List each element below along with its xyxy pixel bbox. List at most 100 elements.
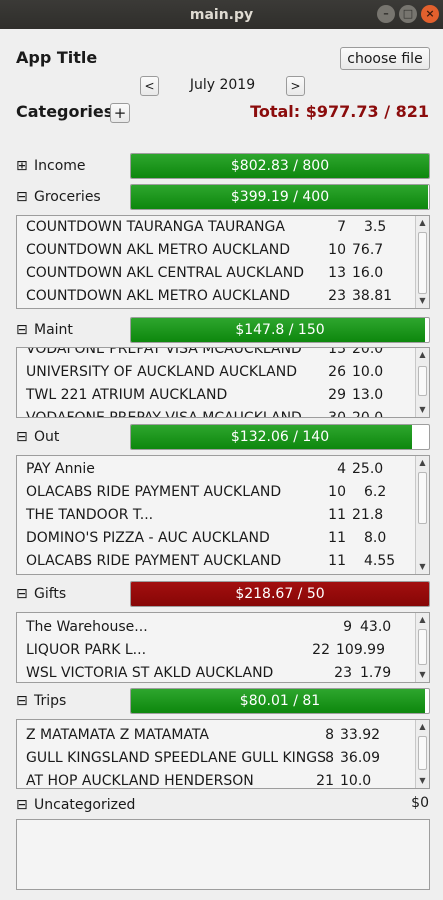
list-item[interactable]: AT HOP AUCKLAND HENDERSON 21 10.0 bbox=[26, 773, 415, 789]
category-out-header[interactable]: ⊟ Out bbox=[16, 426, 59, 448]
scrollbar[interactable]: ▲ ▼ bbox=[415, 720, 429, 788]
scroll-thumb[interactable] bbox=[418, 736, 427, 770]
transaction-description: PAY Annie bbox=[26, 461, 95, 477]
close-icon[interactable]: × bbox=[421, 5, 439, 23]
category-groceries-header[interactable]: ⊟ Groceries bbox=[16, 186, 101, 208]
transaction-day: 23 bbox=[328, 288, 346, 304]
scroll-up-icon[interactable]: ▲ bbox=[419, 458, 426, 467]
list-item[interactable]: COUNTDOWN AKL CENTRAL AUCKLAND 13 16.0 bbox=[26, 265, 415, 288]
list-item[interactable]: VODAFONE PREPAY VISA MCAUCKLAND 13 20.0 bbox=[26, 347, 415, 364]
transaction-amount: 13.0 bbox=[352, 387, 384, 403]
scrollbar[interactable]: ▲ ▼ bbox=[415, 613, 429, 682]
transaction-day: 22 bbox=[312, 642, 330, 658]
transaction-amount: 38.81 bbox=[352, 288, 393, 304]
scroll-down-icon[interactable]: ▼ bbox=[419, 670, 426, 679]
scroll-down-icon[interactable]: ▼ bbox=[419, 776, 426, 785]
collapse-icon[interactable]: ⊟ bbox=[16, 586, 28, 602]
category-trips-header[interactable]: ⊟ Trips bbox=[16, 690, 66, 712]
choose-file-button[interactable]: choose file bbox=[340, 47, 430, 70]
list-item[interactable]: OLACABS RIDE PAYMENT AUCKLAND 10 6.2 bbox=[26, 484, 415, 507]
transaction-description: COUNTDOWN AKL METRO AUCKLAND bbox=[26, 288, 291, 304]
list-item[interactable]: WSL VICTORIA ST AKLD AUCKLAND 23 1.79 bbox=[26, 665, 415, 682]
transaction-amount: 25.0 bbox=[352, 461, 384, 477]
transaction-description: OLACABS RIDE PAYMENT AUCKLAND bbox=[26, 484, 282, 500]
category-uncategorized-list[interactable] bbox=[16, 819, 430, 890]
scrollbar[interactable]: ▲ ▼ bbox=[415, 348, 429, 417]
transaction-description: COUNTDOWN TAURANGA TAURANGA bbox=[26, 219, 285, 235]
list-item[interactable]: DOMINO'S PIZZA - AUC AUCKLAND 11 8.0 bbox=[26, 530, 415, 553]
transaction-amount: 20.0 bbox=[352, 410, 384, 418]
scrollbar[interactable]: ▲ ▼ bbox=[415, 216, 429, 308]
category-name: Income bbox=[34, 158, 86, 174]
transaction-amount: 76.7 bbox=[352, 242, 384, 258]
transaction-description: UNIVERSITY OF AUCKLAND AUCKLAND bbox=[26, 364, 298, 380]
transaction-description: LIQUOR PARK L... bbox=[26, 642, 147, 658]
collapse-icon[interactable]: ⊟ bbox=[16, 429, 28, 445]
category-maint-header[interactable]: ⊟ Maint bbox=[16, 319, 73, 341]
collapse-icon[interactable]: ⊟ bbox=[16, 797, 28, 813]
category-maint-list[interactable]: VODAFONE PREPAY VISA MCAUCKLAND 13 20.0 … bbox=[16, 347, 430, 418]
transaction-day: 8 bbox=[325, 750, 334, 766]
category-gifts-progress: $218.67 / 50 bbox=[130, 581, 430, 607]
list-item[interactable]: GULL KINGSLAND SPEEDLANE GULL KINGS 8 36… bbox=[26, 750, 415, 773]
transaction-amount: 4.55 bbox=[364, 553, 396, 569]
collapse-icon[interactable]: ⊟ bbox=[16, 693, 28, 709]
scroll-down-icon[interactable]: ▼ bbox=[419, 405, 426, 414]
transaction-amount: 16.0 bbox=[352, 265, 384, 281]
list-item[interactable]: COUNTDOWN TAURANGA TAURANGA 7 3.5 bbox=[26, 219, 415, 242]
list-item[interactable]: TWL 221 ATRIUM AUCKLAND 29 13.0 bbox=[26, 387, 415, 410]
list-item[interactable]: The Warehouse... 9 43.0 bbox=[26, 619, 415, 642]
list-item[interactable]: VODAFONE PREPAY VISA MCAUCKLAND 30 20.0 bbox=[26, 410, 415, 418]
transaction-amount: 109.99 bbox=[336, 642, 385, 658]
scroll-up-icon[interactable]: ▲ bbox=[419, 218, 426, 227]
transaction-description: WSL VICTORIA ST AKLD AUCKLAND bbox=[26, 665, 274, 681]
collapse-icon[interactable]: ⊟ bbox=[16, 189, 28, 205]
transaction-description: DOMINO'S PIZZA - AUC AUCKLAND bbox=[26, 530, 270, 546]
category-trips-list[interactable]: Z MATAMATA Z MATAMATA 8 33.92 GULL KINGS… bbox=[16, 719, 430, 789]
scroll-down-icon[interactable]: ▼ bbox=[419, 562, 426, 571]
expand-icon[interactable]: ⊞ bbox=[16, 158, 28, 174]
maximize-icon[interactable]: □ bbox=[399, 5, 417, 23]
category-groceries-list[interactable]: COUNTDOWN TAURANGA TAURANGA 7 3.5 COUNTD… bbox=[16, 215, 430, 309]
list-item[interactable]: OLACABS RIDE PAYMENT AUCKLAND 11 4.55 bbox=[26, 553, 415, 574]
progress-label: $80.01 / 81 bbox=[239, 693, 321, 709]
category-income-header[interactable]: ⊞ Income bbox=[16, 155, 86, 177]
scroll-up-icon[interactable]: ▲ bbox=[419, 615, 426, 624]
add-category-button[interactable]: + bbox=[110, 103, 130, 123]
progress-label: $132.06 / 140 bbox=[230, 429, 330, 445]
next-month-button[interactable]: > bbox=[286, 76, 305, 96]
list-item[interactable]: THE TANDOOR T... 11 21.8 bbox=[26, 507, 415, 530]
progress-fill bbox=[131, 582, 429, 606]
category-gifts-list[interactable]: The Warehouse... 9 43.0 LIQUOR PARK L...… bbox=[16, 612, 430, 683]
scroll-thumb[interactable] bbox=[418, 472, 427, 524]
scroll-up-icon[interactable]: ▲ bbox=[419, 350, 426, 359]
prev-month-button[interactable]: < bbox=[140, 76, 159, 96]
category-uncategorized-header[interactable]: ⊟ Uncategorized bbox=[16, 794, 135, 816]
minimize-icon[interactable]: – bbox=[377, 5, 395, 23]
scroll-thumb[interactable] bbox=[418, 629, 427, 665]
list-item[interactable]: UNIVERSITY OF AUCKLAND AUCKLAND 26 10.0 bbox=[26, 364, 415, 387]
category-trips-progress: $80.01 / 81 bbox=[130, 688, 430, 714]
list-item[interactable]: COUNTDOWN AKL METRO AUCKLAND 10 76.7 bbox=[26, 242, 415, 265]
list-item[interactable]: LIQUOR PARK L... 22 109.99 bbox=[26, 642, 415, 665]
list-item[interactable]: PAY Annie 4 25.0 bbox=[26, 461, 415, 484]
list-item[interactable]: COUNTDOWN AKL METRO AUCKLAND 23 38.81 bbox=[26, 288, 415, 308]
progress-fill bbox=[131, 689, 426, 713]
collapse-icon[interactable]: ⊟ bbox=[16, 322, 28, 338]
category-groceries-progress: $399.19 / 400 bbox=[130, 184, 430, 210]
category-out-progress: $132.06 / 140 bbox=[130, 424, 430, 450]
window-titlebar: main.py – □ × bbox=[0, 0, 443, 29]
scroll-down-icon[interactable]: ▼ bbox=[419, 296, 426, 305]
scroll-up-icon[interactable]: ▲ bbox=[419, 722, 426, 731]
transaction-day: 11 bbox=[328, 530, 346, 546]
transaction-day: 10 bbox=[328, 242, 346, 258]
category-gifts-header[interactable]: ⊟ Gifts bbox=[16, 583, 66, 605]
list-item[interactable]: Z MATAMATA Z MATAMATA 8 33.92 bbox=[26, 727, 415, 750]
transaction-description: Z MATAMATA Z MATAMATA bbox=[26, 727, 209, 743]
scroll-thumb[interactable] bbox=[418, 232, 427, 294]
category-out-list[interactable]: PAY Annie 4 25.0 OLACABS RIDE PAYMENT AU… bbox=[16, 455, 430, 575]
transaction-amount: 10.0 bbox=[340, 773, 372, 789]
transaction-day: 13 bbox=[328, 347, 346, 357]
scroll-thumb[interactable] bbox=[418, 366, 427, 396]
scrollbar[interactable]: ▲ ▼ bbox=[415, 456, 429, 574]
